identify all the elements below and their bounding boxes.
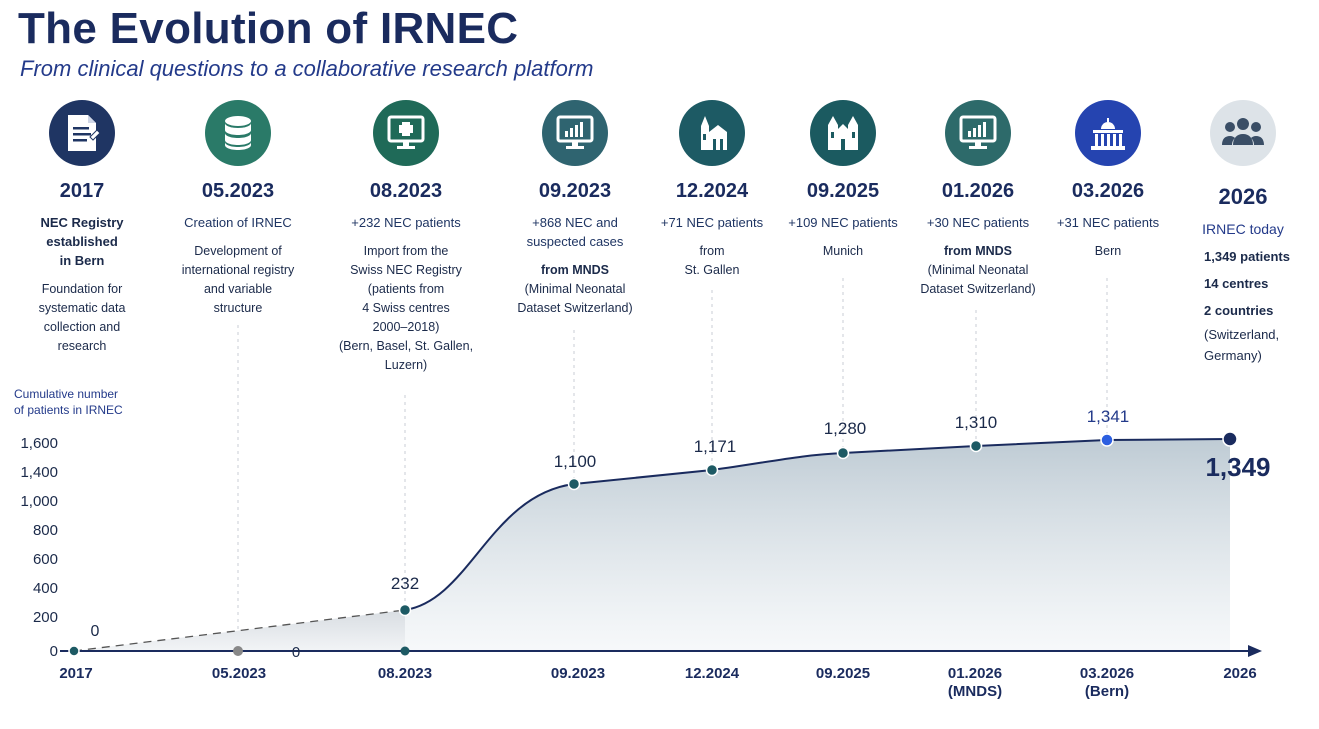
data-point	[705, 463, 719, 477]
x-tick-label: (Bern)	[1085, 683, 1129, 700]
milestone-headline: +31 NEC patients	[1056, 215, 1160, 230]
milestone-1: 2017 NEC Registry established in Bern Foun…	[7, 100, 157, 356]
data-point	[1100, 433, 1114, 447]
data-label: 1,171	[694, 437, 737, 456]
milestone-5: 12.2024 +71 NEC patients from St. Gallen	[637, 100, 787, 280]
y-tick-label: 1,000	[20, 493, 58, 510]
milestone-date: 2017	[59, 180, 105, 202]
data-point	[969, 439, 983, 453]
x-tick-label: (MNDS)	[948, 683, 1002, 700]
data-label: 232	[391, 574, 419, 593]
cathedral-icon	[679, 100, 745, 166]
milestone-date: 09.2025	[806, 180, 880, 202]
today-stat: 14 centres	[1204, 276, 1269, 291]
baseline-point	[400, 646, 410, 656]
today-date: 2026	[1218, 184, 1268, 209]
milestone-date: 08.2023	[369, 180, 443, 202]
milestone-4: 09.2023 +868 NEC and suspected cases from …	[500, 100, 650, 318]
area-fill-early	[74, 610, 405, 651]
y-tick-label: 0	[50, 643, 58, 660]
area-fill	[405, 439, 1230, 651]
y-tick-label: 200	[33, 609, 58, 626]
medical-monitor-icon	[373, 100, 439, 166]
document-icon	[49, 100, 115, 166]
milestone-description: Import from the Swiss NEC Registry (pati…	[338, 244, 474, 372]
milestone-7: 01.2026 +30 NEC patients from MNDS (Minima…	[903, 100, 1053, 299]
milestone-description: Development of international registry an…	[181, 244, 295, 315]
people-icon	[1210, 100, 1276, 166]
milestone-headline: +868 NEC and suspected cases	[526, 215, 624, 249]
data-point	[567, 477, 581, 491]
x-tick-label: 05.2023	[212, 665, 266, 682]
milestone-date: 03.2026	[1071, 180, 1145, 202]
page-subtitle: From clinical questions to a collaborati…	[20, 56, 594, 81]
y-tick-label: 800	[33, 522, 58, 539]
milestone-description: Bern	[1094, 244, 1122, 258]
data-point	[68, 645, 80, 657]
y-tick-label: 1,600	[20, 435, 58, 452]
milestone-today: 2026 IRNEC today 1,349 patients 14 centres 2…	[1188, 100, 1298, 366]
today-stat: 1,349 patients	[1204, 249, 1290, 264]
milestone-description: from St. Gallen	[684, 244, 740, 277]
milestone-2: 05.2023 Creation of IRNEC Development of i…	[163, 100, 313, 318]
x-tick-label: 01.2026	[948, 665, 1002, 682]
milestone-headline: NEC Registry established in Bern	[40, 215, 124, 268]
data-point	[398, 603, 412, 617]
x-tick-label: 09.2025	[816, 665, 870, 682]
milestone-3: 08.2023 +232 NEC patients Import from the …	[331, 100, 481, 375]
database-icon	[205, 100, 271, 166]
today-stat: 2 countries	[1204, 303, 1274, 318]
milestone-description: from MNDS (Minimal Neonatal Dataset Swit…	[517, 263, 633, 315]
data-label: 1,310	[955, 413, 998, 432]
milestone-headline: +71 NEC patients	[660, 215, 764, 230]
y-tick-label: 600	[33, 551, 58, 568]
bar-chart-monitor-icon	[542, 100, 608, 166]
data-point	[1222, 431, 1238, 447]
milestone-8: 03.2026 +31 NEC patients Bern	[1033, 100, 1183, 261]
today-headline: IRNEC today	[1202, 221, 1284, 237]
x-tick-label: 2026	[1223, 665, 1256, 682]
milestone-6: 09.2025 +109 NEC patients Munich	[768, 100, 918, 261]
milestone-source: from MNDS	[540, 263, 610, 277]
data-label: 1,341	[1087, 407, 1130, 426]
milestone-headline: Creation of IRNEC	[184, 215, 292, 230]
milestone-description: Foundation for systematic data collectio…	[38, 282, 126, 353]
page-title: The Evolution of IRNEC	[18, 4, 519, 53]
milestone-description: from MNDS (Minimal Neonatal Dataset Swit…	[920, 244, 1036, 296]
x-axis-arrow	[1248, 645, 1262, 657]
y-axis-label: Cumulative number of patients in IRNEC	[14, 387, 123, 417]
x-tick-label: 2017	[59, 665, 92, 682]
milestone-date: 01.2026	[941, 180, 1015, 202]
milestone-date: 09.2023	[538, 180, 612, 202]
milestone-description: Munich	[822, 244, 864, 258]
x-tick-label: 09.2023	[551, 665, 605, 682]
data-label: 0	[292, 644, 300, 661]
today-note: (Switzerland, Germany)	[1204, 327, 1280, 363]
x-tick-label: 03.2026	[1080, 665, 1134, 682]
milestone-source: from MNDS	[943, 244, 1013, 258]
data-point	[836, 446, 850, 460]
data-point	[233, 646, 243, 656]
milestone-headline: +109 NEC patients	[788, 215, 898, 230]
federal-palace-icon	[1075, 100, 1141, 166]
y-tick-label: 400	[33, 580, 58, 597]
x-tick-label: 12.2024	[685, 665, 740, 682]
milestone-headline: +30 NEC patients	[926, 215, 1030, 230]
bar-chart-monitor-icon	[945, 100, 1011, 166]
data-label: 1,280	[824, 419, 867, 438]
milestone-date: 05.2023	[201, 180, 275, 202]
data-label: 1,349	[1205, 452, 1270, 482]
milestone-headline: +232 NEC patients	[351, 215, 461, 230]
data-label: 0	[91, 623, 100, 640]
data-label: 1,100	[554, 452, 597, 471]
milestone-date: 12.2024	[675, 180, 749, 202]
church-icon	[810, 100, 876, 166]
x-tick-label: 08.2023	[378, 665, 432, 682]
y-tick-label: 1,400	[20, 464, 58, 481]
